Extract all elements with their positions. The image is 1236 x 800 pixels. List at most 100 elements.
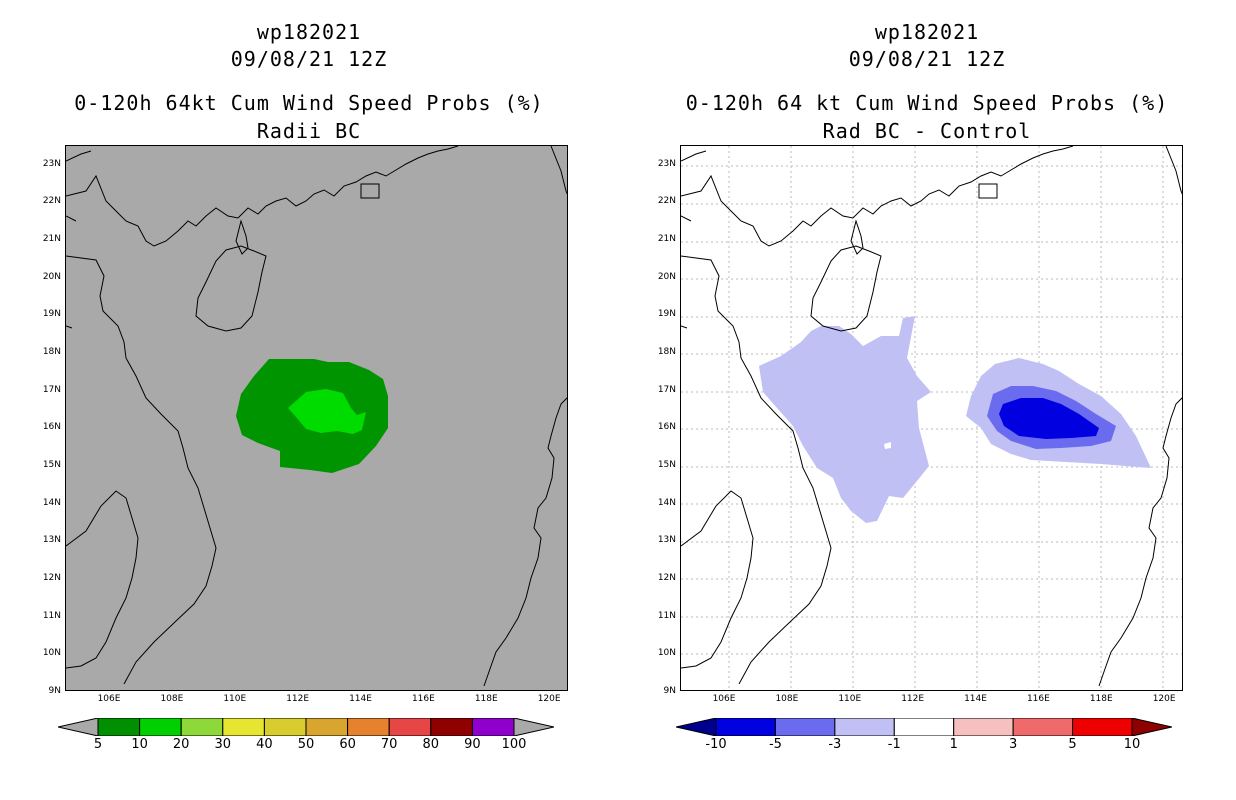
colorbar-label: 1: [949, 737, 958, 752]
lat-label: 11N: [42, 610, 61, 621]
colorbar-label: 20: [172, 737, 190, 752]
lon-label: 120E: [537, 694, 561, 704]
gridlines: [681, 146, 1182, 690]
lon-label: 108E: [775, 694, 799, 704]
lat-label: 22N: [42, 196, 61, 207]
colorbar-label: -3: [828, 737, 842, 752]
lat-label: 16N: [657, 422, 676, 433]
colorbar-label: 10: [131, 737, 148, 752]
philippines-coast: [483, 397, 567, 687]
colorbar-swatch: [180, 718, 224, 736]
colorbar-swatch: [347, 718, 390, 736]
colorbar-label: 3: [1009, 737, 1018, 752]
colorbar-swatch: [1072, 718, 1133, 736]
lat-label: 10N: [657, 648, 676, 659]
lon-label: 112E: [901, 694, 925, 704]
colorbar-swatch: [893, 718, 955, 736]
colorbar-swatch: [97, 718, 141, 736]
lat-label: 10N: [42, 648, 61, 659]
storm-id: wp182021: [874, 20, 980, 44]
colorbar-label: -5: [768, 737, 782, 752]
lon-label: 120E: [1152, 694, 1176, 704]
colorbar-swatch: [834, 718, 895, 736]
chart-subtitle: Radii BC: [256, 119, 362, 143]
lat-label: 16N: [42, 422, 61, 433]
leizhou-peninsula: [235, 219, 249, 255]
lat-label: 17N: [42, 384, 61, 395]
lon-label: 118E: [474, 694, 498, 704]
lat-label: 13N: [42, 535, 61, 546]
lon-label: 114E: [349, 694, 372, 704]
colorbar-swatch: [139, 718, 182, 736]
lat-label: 19N: [42, 309, 61, 320]
colorbar-swatch: [774, 718, 836, 736]
lon-label: 108E: [160, 694, 184, 704]
colorbar-label: 90: [464, 737, 481, 752]
coastline-north: [681, 146, 1074, 247]
lat-label: 17N: [657, 384, 676, 395]
colorbar-label: 100: [501, 737, 527, 752]
lon-label: 112E: [286, 694, 310, 704]
coastline-lower: [681, 490, 754, 669]
lat-label: 22N: [657, 196, 676, 207]
colorbar-swatch: [305, 718, 349, 736]
coastline-mainland: [681, 255, 832, 685]
difference-map: [680, 145, 1183, 691]
colorbar-swatch: [471, 718, 515, 736]
hk-box: [360, 183, 380, 199]
lon-label: 110E: [838, 694, 862, 704]
lat-label: 12N: [657, 573, 676, 584]
lat-label: 21N: [42, 234, 61, 245]
coastline-lower: [66, 490, 139, 669]
colorbar-label: 30: [214, 737, 232, 752]
lat-label: 12N: [42, 573, 61, 584]
colorbar-label: 10: [1123, 737, 1141, 752]
lon-label: 118E: [1089, 694, 1113, 704]
coastline-gulf-west: [66, 150, 92, 329]
lat-label: 23N: [657, 158, 676, 169]
lat-label: 18N: [657, 347, 676, 358]
colorbar-swatch: [953, 718, 1014, 736]
storm-id: wp182021: [256, 20, 362, 44]
lat-label: 20N: [657, 271, 676, 282]
lat-label: 19N: [657, 309, 676, 320]
probability-map: [65, 145, 568, 691]
contour-neg5: [999, 398, 1099, 439]
lat-label: 20N: [42, 271, 61, 282]
lon-label: 110E: [223, 694, 247, 704]
panel-rad-bc-control: wp182021 09/08/21 12Z 0-120h 64 kt Cum W…: [618, 0, 1236, 800]
lat-label: 11N: [657, 610, 676, 621]
colorbar-swatch: [1012, 718, 1074, 736]
hainan-island: [195, 245, 267, 332]
lat-label: 15N: [42, 460, 61, 471]
lat-label: 23N: [42, 158, 61, 169]
colorbar-left: [58, 718, 554, 736]
lat-label: 14N: [42, 497, 61, 508]
lat-label: 14N: [657, 497, 676, 508]
colorbar-extend-low: [58, 718, 99, 736]
lon-label: 106E: [712, 694, 736, 704]
colorbar-swatch: [430, 718, 473, 736]
lat-label: 9N: [663, 686, 676, 696]
lat-label: 21N: [657, 234, 676, 245]
lon-label: 114E: [964, 694, 987, 704]
lon-label: 116E: [1026, 694, 1050, 704]
philippines-east: [1165, 146, 1182, 195]
coastline-gulf-west: [681, 150, 707, 329]
colorbar-label: 5: [1068, 737, 1077, 752]
chart-title: 0-120h 64kt Cum Wind Speed Probs (%): [74, 91, 544, 115]
lon-label: 106E: [97, 694, 121, 704]
philippines-coast: [1098, 397, 1182, 687]
white-spot: [884, 442, 891, 449]
hainan-island: [810, 245, 882, 332]
map-svg: [681, 146, 1182, 690]
colorbar-extend-high: [513, 718, 554, 736]
contour-10pct: [288, 389, 366, 434]
contour-neg1-west: [759, 316, 931, 523]
colorbar-label: -10: [705, 737, 727, 752]
colorbar-swatch: [222, 718, 265, 736]
lat-label: 9N: [48, 686, 61, 696]
panel-radii-bc: wp182021 09/08/21 12Z 0-120h 64kt Cum Wi…: [42, 20, 568, 752]
colorbar-label: 80: [422, 737, 440, 752]
colorbar-swatch: [388, 718, 432, 736]
